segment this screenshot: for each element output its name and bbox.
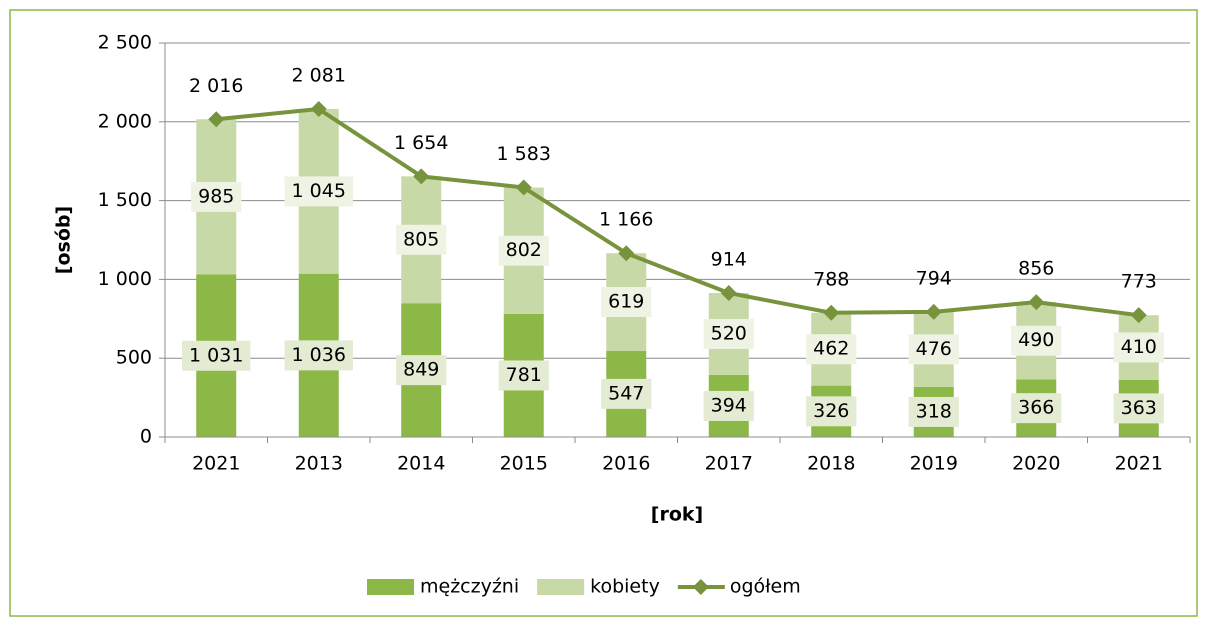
legend-label: kobiety [590, 576, 660, 598]
data-label: 781 [506, 364, 542, 386]
x-tick-label: 2020 [1012, 453, 1060, 475]
line-label: 794 [916, 267, 952, 289]
line-label: 773 [1121, 271, 1157, 293]
line-label: 914 [711, 248, 747, 270]
x-axis-title: [rok] [651, 504, 703, 526]
data-label-box [703, 318, 754, 349]
data-label: 985 [198, 185, 234, 207]
y-tick-label: 2 000 [98, 110, 152, 132]
x-tick-label: 2013 [295, 453, 343, 475]
data-label: 462 [813, 338, 849, 360]
data-label: 490 [1018, 329, 1054, 351]
line-label: 1 583 [497, 143, 551, 165]
y-tick-label: 0 [140, 426, 152, 448]
y-tick-label: 1 500 [98, 189, 152, 211]
data-label-box [498, 360, 549, 391]
data-label: 520 [711, 322, 747, 344]
line-marker [208, 111, 225, 128]
data-label-box [396, 355, 447, 386]
legend-swatch [367, 579, 414, 595]
data-label: 802 [506, 239, 542, 261]
x-tick-label: 2018 [807, 453, 855, 475]
data-label-box [284, 340, 353, 371]
data-label-box [703, 390, 754, 421]
data-label: 1 036 [292, 344, 346, 366]
x-tick-label: 2014 [397, 453, 445, 475]
line-marker [310, 101, 327, 118]
line-label: 2 081 [292, 65, 346, 87]
data-label-box [601, 287, 652, 318]
data-label-box [284, 176, 353, 207]
line-marker [515, 179, 532, 196]
data-label-box [182, 340, 251, 371]
data-label-box [1113, 393, 1164, 424]
legend-label: ogółem [730, 576, 801, 598]
line-marker [618, 245, 635, 262]
data-label: 410 [1121, 336, 1157, 358]
data-label: 318 [916, 400, 952, 422]
data-label-box [806, 396, 857, 427]
data-label: 1 045 [292, 180, 346, 202]
data-label: 547 [608, 382, 644, 404]
data-label: 476 [916, 338, 952, 360]
data-label-box [601, 378, 652, 409]
data-label: 394 [711, 394, 747, 416]
data-label: 363 [1121, 397, 1157, 419]
data-label-box [908, 396, 959, 427]
line-label: 856 [1018, 258, 1054, 280]
line [216, 107, 1140, 318]
line-marker [413, 168, 430, 185]
line-marker [925, 303, 942, 320]
data-label-box [498, 235, 549, 266]
x-tick-label: 2016 [602, 453, 650, 475]
legend-swatch [537, 579, 585, 595]
data-label-box [806, 334, 857, 365]
x-tick-label: 2021 [1115, 453, 1163, 475]
line-label: 2 016 [189, 75, 243, 97]
x-tick-label: 2019 [910, 453, 958, 475]
line-marker [1130, 307, 1147, 324]
data-label: 619 [608, 291, 644, 313]
line-marker [1028, 294, 1045, 311]
data-label: 366 [1018, 397, 1054, 419]
x-tick-label: 2021 [192, 453, 240, 475]
data-label: 326 [813, 400, 849, 422]
data-label: 1 031 [189, 344, 243, 366]
legend-label: mężczyźni [420, 576, 519, 598]
data-label-box [396, 224, 447, 255]
legend-marker [692, 579, 709, 595]
x-tick-label: 2017 [705, 453, 753, 475]
data-label-box [1011, 325, 1062, 356]
line-marker [823, 304, 840, 321]
y-tick-label: 2 500 [98, 32, 152, 54]
data-label: 849 [403, 359, 439, 381]
y-axis-title: [osób] [53, 206, 75, 274]
y-tick-label: 500 [116, 347, 152, 369]
y-tick-label: 1 000 [98, 268, 152, 290]
data-label-box [908, 334, 959, 365]
line-label: 788 [813, 268, 849, 290]
data-label: 805 [403, 228, 439, 250]
x-tick-label: 2015 [500, 453, 548, 475]
line-label: 1 166 [599, 209, 653, 231]
data-label-box [1011, 393, 1062, 424]
line-marker [720, 284, 737, 301]
data-label-box [191, 181, 242, 212]
data-label-box [1113, 332, 1164, 363]
line-label: 1 654 [394, 132, 448, 154]
